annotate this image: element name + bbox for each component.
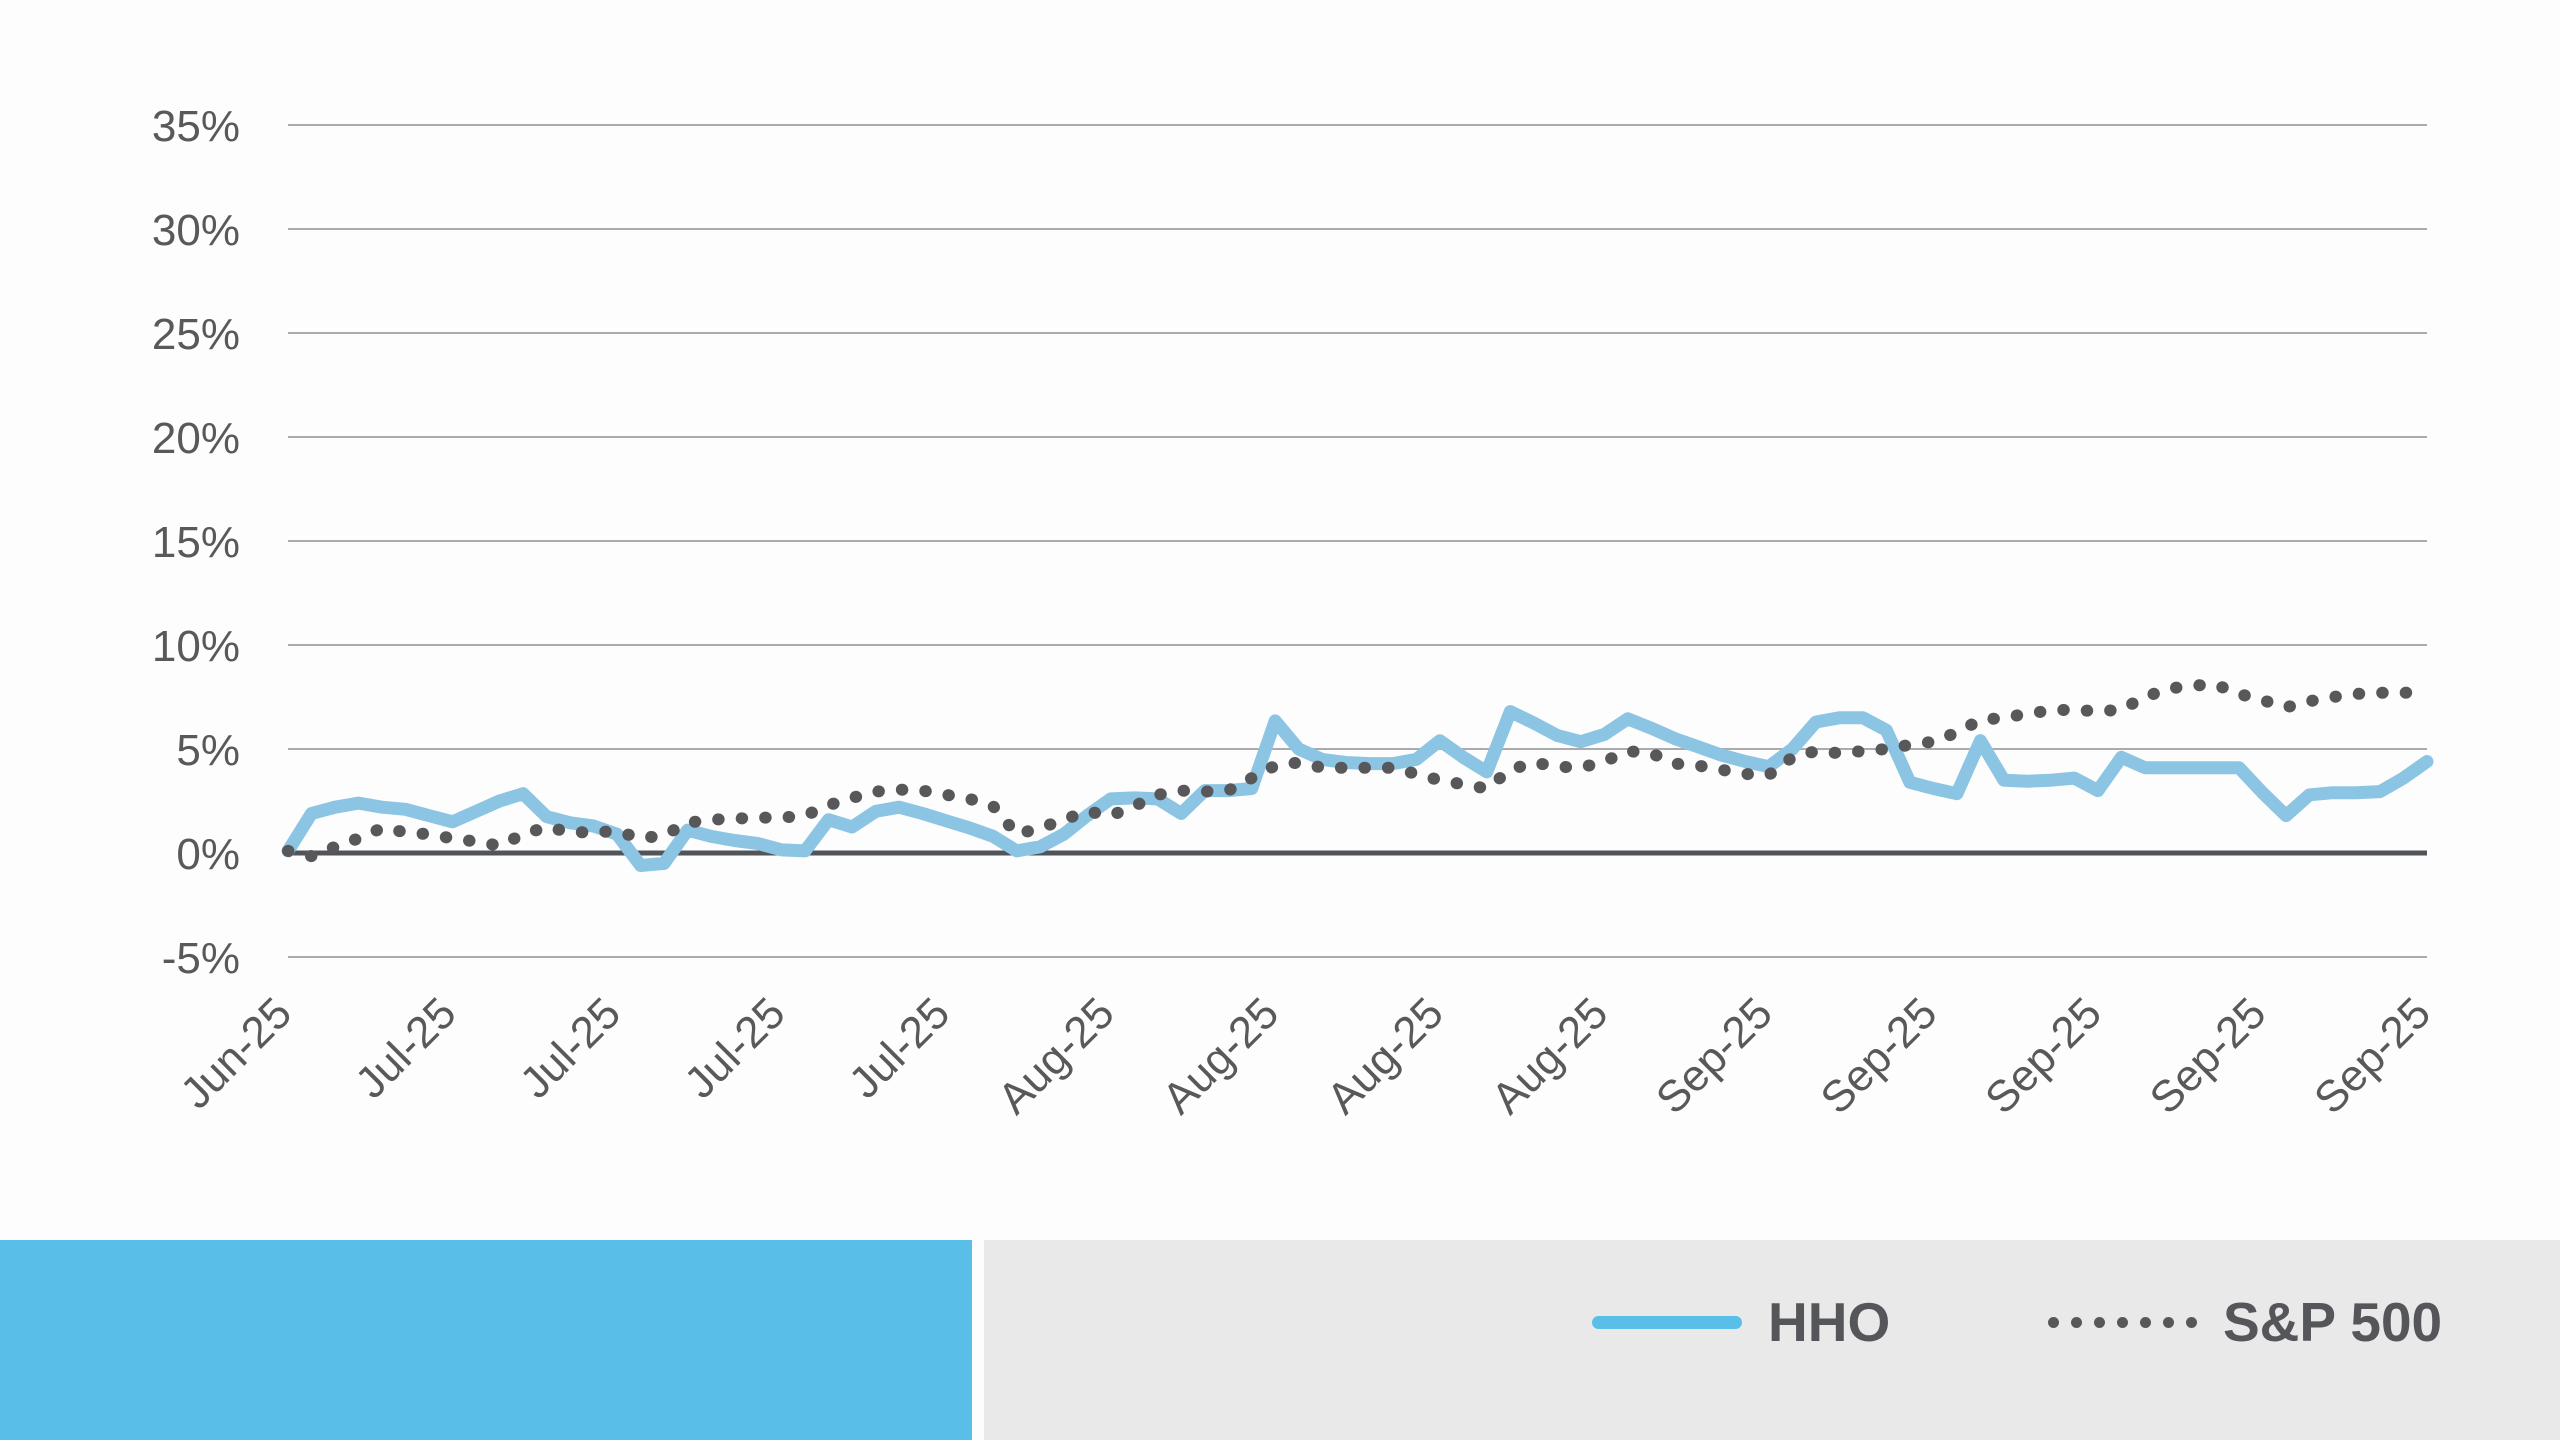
x-axis-tick-label: Sep-25 (1647, 988, 1782, 1123)
y-axis-tick-label: -5% (162, 934, 240, 983)
x-axis-tick-label: Aug-25 (1482, 988, 1617, 1123)
y-axis-tick-label: 0% (176, 830, 240, 879)
legend-panel (984, 1240, 2560, 1440)
legend-dot-icon (2094, 1316, 2105, 1328)
x-axis-tick-label: Jul-25 (346, 988, 465, 1107)
y-axis-tick-label: 15% (152, 518, 240, 567)
brand-panel: HHO TM ISE Clean Edge Water™ Index (0, 1240, 972, 1440)
legend-dot-icon (2117, 1316, 2128, 1328)
y-axis-tick-label: 35% (152, 102, 240, 151)
legend-item-hho: HHO (1592, 1288, 1890, 1356)
legend-dot-icon (2140, 1316, 2151, 1328)
x-axis-tick-label: Jul-25 (675, 988, 794, 1107)
y-axis-tick-label: 25% (152, 310, 240, 359)
x-axis-tick-label: Jun-25 (171, 988, 301, 1118)
x-axis-tick-label: Aug-25 (1153, 988, 1288, 1123)
hho-legend-label: HHO (1768, 1291, 1891, 1353)
legend-dot-icon (2071, 1316, 2082, 1328)
x-axis-tick-label: Jul-25 (511, 988, 630, 1107)
legend-item-sp500: S&P 500 (2048, 1288, 2442, 1356)
comparison-line-chart: 35% 30% 25% 20% 15% 10% 5% 0% -5% Jun-25 Jul-25 Jul… (152, 102, 2440, 1123)
hho-line-swatch-icon (1592, 1315, 1742, 1329)
x-axis-tick-label: Sep-25 (1976, 988, 2111, 1123)
hho-series-line (281, 705, 2434, 872)
x-axis-tick-label: Sep-25 (2305, 988, 2440, 1123)
legend-dot-icon (2186, 1316, 2197, 1328)
legend-dot-icon (2163, 1316, 2174, 1328)
x-axis-tick-label: Aug-25 (989, 988, 1124, 1123)
x-axis-tick-label: Aug-25 (1318, 988, 1453, 1123)
y-axis-tick-label: 10% (152, 622, 240, 671)
legend-dot-icon (2048, 1316, 2059, 1328)
y-axis-tick-label: 5% (176, 726, 240, 775)
y-axis-tick-label: 30% (152, 206, 240, 255)
y-axis-tick-label: 20% (152, 414, 240, 463)
x-axis-tick-label: Sep-25 (1811, 988, 1946, 1123)
sp500-legend-label: S&P 500 (2223, 1291, 2443, 1353)
x-axis-tick-label: Jul-25 (840, 988, 959, 1107)
x-axis-tick-label: Sep-25 (2141, 988, 2276, 1123)
sp500-dots-swatch-icon (2048, 1316, 2197, 1328)
